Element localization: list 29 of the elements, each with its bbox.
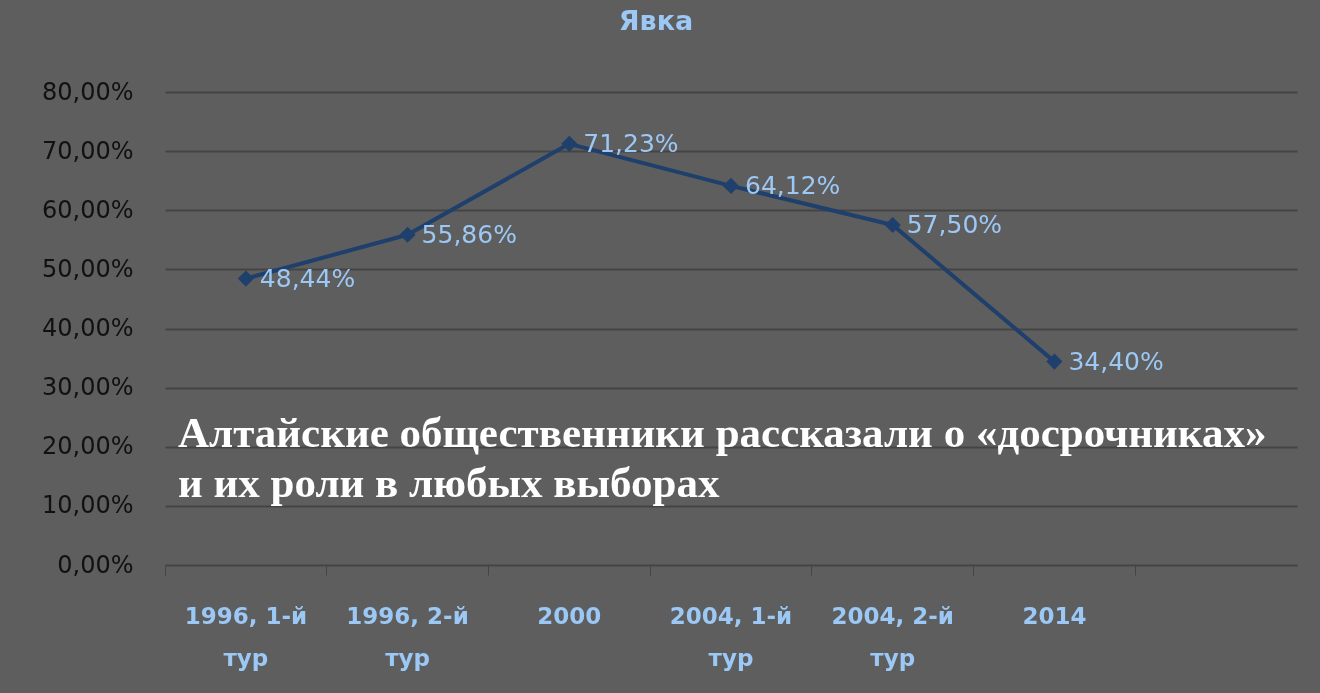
data-label: 71,23% <box>583 128 679 158</box>
point <box>561 135 578 152</box>
data-label: 48,44% <box>259 263 356 293</box>
y-tick-label: 60,00% <box>41 195 134 224</box>
point <box>884 216 901 234</box>
y-tick-label: 40,00% <box>41 314 134 342</box>
chart-title: Явка <box>618 5 694 36</box>
y-tick-label: 70,00% <box>41 136 134 165</box>
data-label: 57,50% <box>906 210 1003 240</box>
data-label: 55,86% <box>421 219 517 249</box>
point <box>399 226 416 243</box>
y-tick-label: 20,00% <box>41 432 134 461</box>
point <box>237 270 254 287</box>
x-tick-label: 2000 <box>537 602 602 629</box>
point <box>1046 353 1063 370</box>
y-tick-label: 80,00% <box>41 77 134 106</box>
annotation: Алтайские общественники рассказали о «досрочниках» и их роли в любых выборах <box>178 408 1268 508</box>
x-tick-label: 2004, 2-й тур <box>831 602 954 671</box>
y-tick-label: 10,00% <box>41 491 134 520</box>
x-tick-label: 1996, 1-й тур <box>184 602 308 671</box>
point <box>722 177 740 194</box>
x-tick-label: 2014 <box>1022 602 1087 629</box>
data-label: 34,40% <box>1068 346 1164 376</box>
y-tick-label: 0,00% <box>57 550 134 579</box>
data-label: 64,12% <box>745 170 841 200</box>
y-tick-label: 50,00% <box>41 254 134 283</box>
y-tick-label: 30,00% <box>41 373 134 402</box>
x-tick-label: 1996, 2-й тур <box>346 602 469 671</box>
x-tick-label: 2004, 1-й тур <box>669 602 793 671</box>
